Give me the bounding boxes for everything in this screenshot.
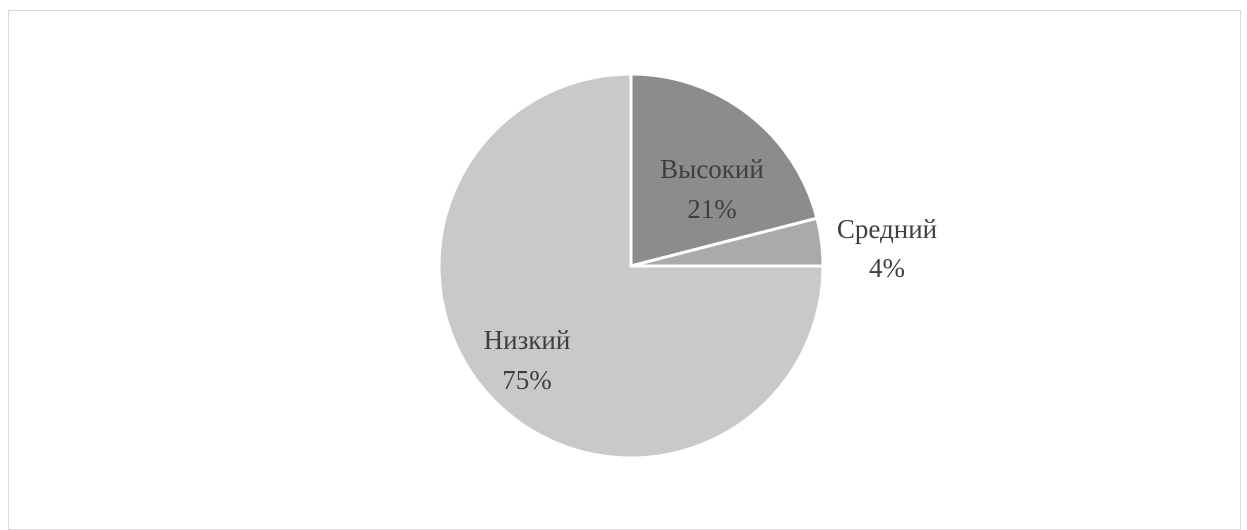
slice-value-medium: 4% (869, 253, 905, 283)
pie-chart: Высокий 21% Средний 4% Низкий 75% (437, 72, 937, 460)
pie-slice-high (629, 72, 819, 268)
slice-label-high: Высокий (660, 154, 764, 184)
slice-value-high: 21% (687, 194, 737, 224)
slice-value-low: 75% (502, 365, 552, 395)
slice-label-low: Низкий (484, 325, 571, 355)
slice-label-medium: Средний (837, 214, 937, 244)
labels-layer: Высокий 21% Средний 4% Низкий 75% (484, 154, 937, 395)
slices-layer (437, 72, 825, 460)
pie-slice-low (437, 72, 825, 460)
